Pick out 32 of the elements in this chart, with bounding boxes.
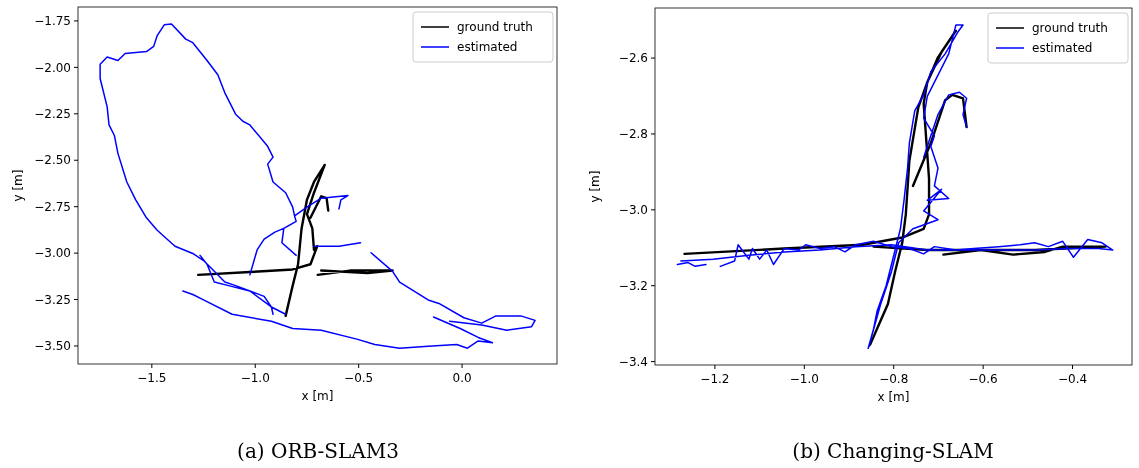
x-tick-label: −0.8 [879, 372, 909, 386]
x-tick-label: −0.5 [344, 371, 374, 385]
legend-label: estimated [1032, 41, 1093, 56]
legend-label: ground truth [457, 20, 533, 35]
y-tick-label: −3.2 [618, 278, 648, 293]
x-tick-label: −0.6 [968, 372, 998, 386]
x-tick-label: −1.2 [700, 372, 730, 386]
y-tick-label: −2.6 [618, 51, 648, 66]
x-axis-title: x [m] [877, 390, 910, 404]
y-tick-label: −2.50 [34, 153, 71, 168]
y-tick-label: −3.0 [618, 203, 648, 218]
legend-label: ground truth [1032, 21, 1108, 36]
x-tick-label: −1.0 [789, 372, 819, 386]
x-tick-label: −1.5 [137, 371, 167, 385]
y-tick-label: −1.75 [34, 14, 71, 29]
text: (b) Changing-SLAM [792, 439, 994, 463]
y-axis-title: y [m] [588, 170, 602, 203]
y-tick-label: −2.00 [34, 60, 71, 75]
y-tick-label: −3.50 [34, 339, 71, 354]
x-tick-label: −0.4 [1057, 372, 1088, 386]
y-axis-title: y [m] [11, 169, 25, 202]
x-axis-title: x [m] [301, 389, 334, 403]
y-tick-label: −2.8 [618, 127, 648, 142]
y-tick-label: −3.4 [618, 354, 648, 369]
legend-label: estimated [457, 40, 518, 55]
y-tick-label: −2.75 [34, 199, 71, 214]
text: (a) ORB-SLAM3 [237, 439, 399, 463]
y-tick-label: −3.25 [34, 292, 71, 307]
y-tick-label: −2.25 [34, 107, 71, 121]
x-tick-label: 0.0 [452, 371, 472, 385]
y-tick-label: −3.00 [34, 246, 71, 261]
x-tick-label: −1.0 [240, 371, 270, 385]
